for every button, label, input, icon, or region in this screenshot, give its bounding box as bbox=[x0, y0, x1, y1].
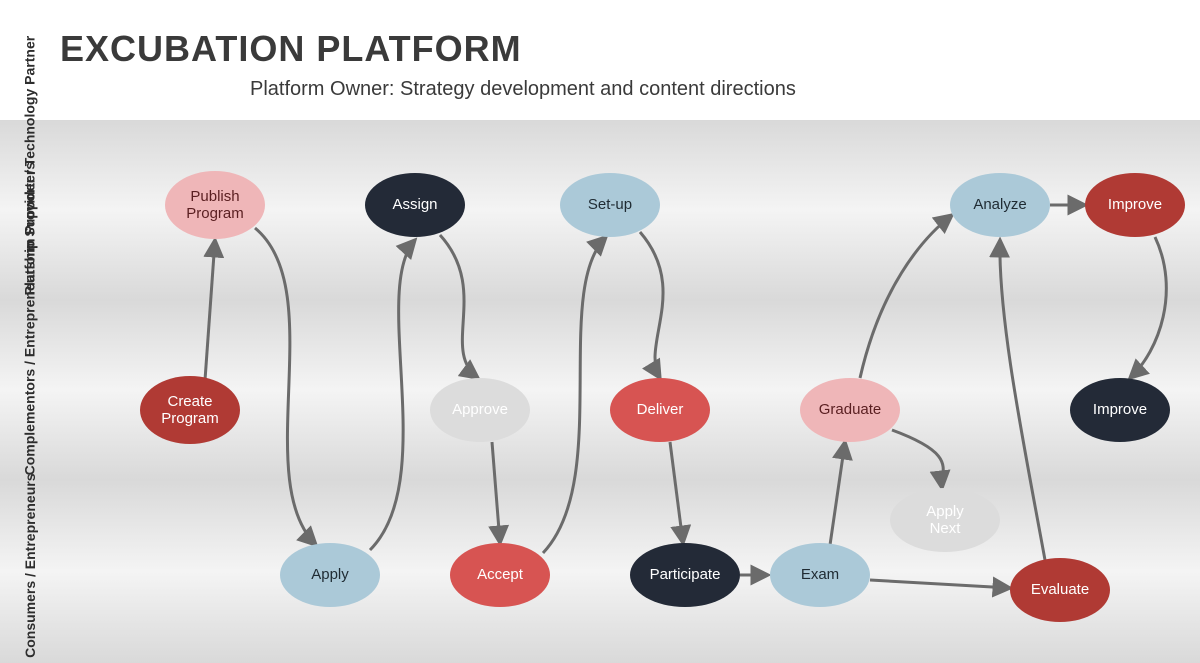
page-subtitle: Platform Owner: Strategy development and… bbox=[250, 78, 796, 101]
swimlane-label-lane3: Consumers / Entrepreneurs bbox=[0, 480, 60, 663]
swimlane-label-lane2: Complementors / Entrepreneurship Support… bbox=[0, 300, 60, 480]
swimlane-container: Platform Provider / Technology PartnerCo… bbox=[0, 120, 1200, 663]
swimlane-lane2 bbox=[0, 300, 1200, 480]
page-title: EXCUBATION PLATFORM bbox=[60, 28, 522, 70]
swimlane-lane1 bbox=[0, 120, 1200, 300]
swimlane-lane3 bbox=[0, 480, 1200, 663]
